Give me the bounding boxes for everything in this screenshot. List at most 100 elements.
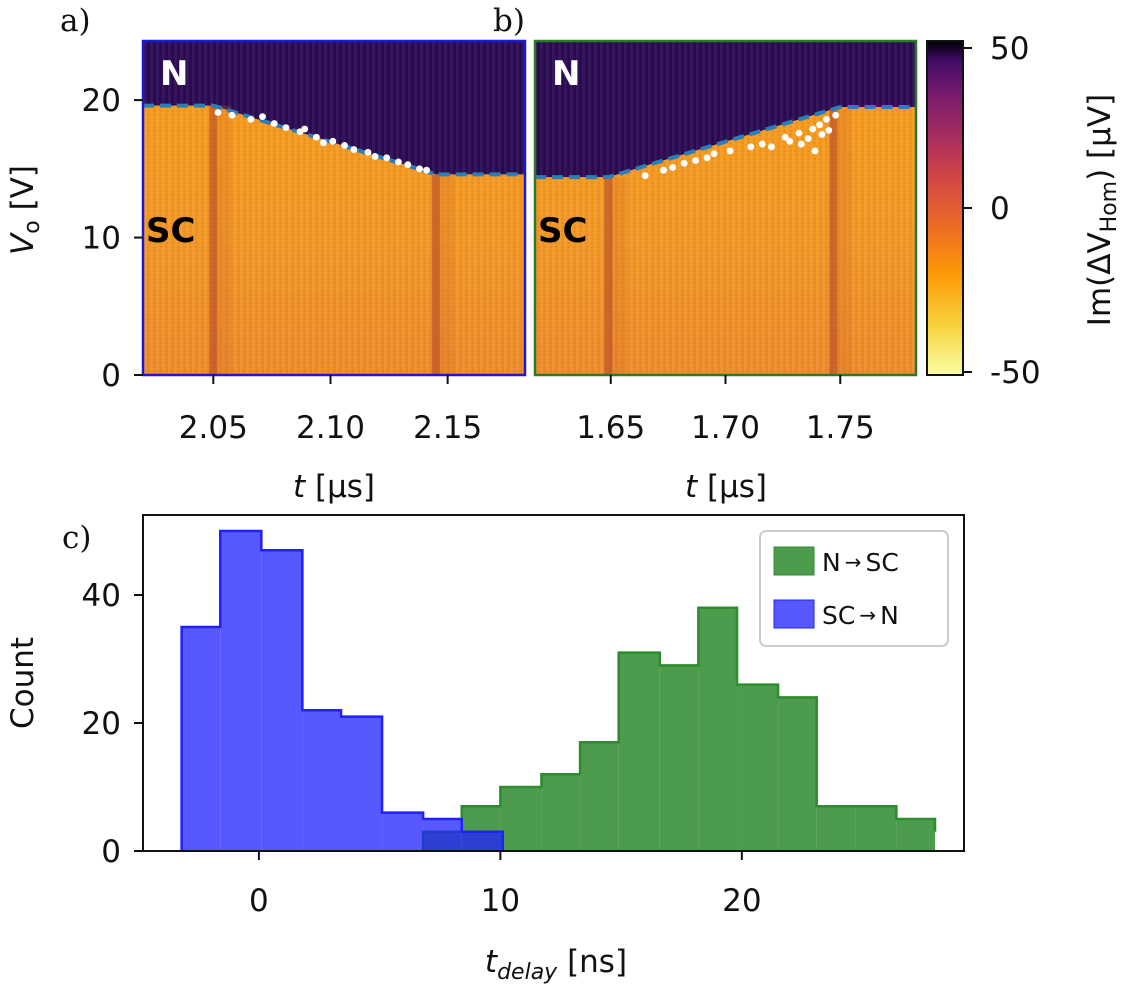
transition-point: [692, 157, 700, 164]
transition-point: [786, 137, 794, 145]
histogram-series: [180, 529, 937, 851]
transition-point: [641, 172, 649, 180]
dark-stripe: [829, 109, 838, 375]
panel-a-frame: [141, 39, 527, 377]
transition-point: [823, 115, 830, 123]
stripe-shadow: [837, 109, 852, 375]
dark-stripes-b: [604, 109, 852, 375]
transition-point: [282, 124, 290, 131]
transition-point: [416, 165, 423, 173]
transition-point: [703, 154, 711, 162]
colorbar-label: Im(ΔVHom) [μV]: [1082, 94, 1122, 326]
x-tick-label: 10: [481, 883, 520, 919]
y-axis-label-a: Vo [V]: [5, 165, 45, 255]
x-axis-ticks-c: 0 10 20: [249, 851, 762, 919]
dark-stripe: [604, 177, 613, 375]
histogram-bar: [302, 710, 342, 851]
x-tick-label: 2.05: [179, 410, 248, 446]
colorbar-ticks: 50 0 -50: [963, 31, 1041, 391]
x-axis-label-c: tdelay [ns]: [485, 944, 627, 985]
y-axis-ticks-a: 0 10 20: [82, 83, 143, 394]
transition-point: [371, 153, 379, 160]
transition-points-a: [214, 109, 430, 174]
legend-swatch-sc-to-n: [773, 599, 815, 629]
transition-point: [818, 131, 826, 138]
histogram-bar: [382, 812, 424, 851]
colorbar-gradient: [926, 40, 964, 376]
dark-stripes-a: [209, 105, 454, 375]
transition-point: [350, 146, 358, 153]
histogram-bar: [181, 627, 221, 851]
region-n-label-b: N: [552, 54, 580, 94]
x-axis-label-a: t [μs]: [293, 469, 375, 505]
histogram-bar: [698, 607, 738, 851]
transition-point: [747, 143, 755, 151]
histogram-bar: [778, 697, 817, 851]
series-sc-to-n: [180, 529, 505, 851]
heatmap-panel-a: N SC 2.05 2.10 2.15 0 10 20 t [μs] Vo [V]: [5, 39, 527, 505]
x-tick-label: 20: [722, 883, 761, 919]
transition-points-b: [641, 111, 840, 180]
histogram-bar: [580, 742, 619, 851]
x-tick-label: 2.15: [413, 410, 482, 446]
boundary-line-b: [535, 104, 916, 180]
region-sc-label-b: SC: [538, 211, 587, 251]
transition-point: [825, 126, 833, 134]
transition-point: [404, 161, 412, 169]
transition-point: [214, 109, 222, 116]
region-sc-label-a: SC: [146, 211, 195, 251]
histogram-bar: [816, 806, 856, 851]
colorbar-tick-label: -50: [990, 355, 1041, 391]
transition-point: [259, 113, 266, 120]
y-tick-label: 20: [82, 83, 121, 119]
transition-point: [341, 142, 348, 149]
dark-stripe: [431, 174, 440, 375]
transition-point: [383, 154, 391, 162]
y-tick-label: 10: [82, 221, 121, 257]
transition-point: [710, 150, 718, 158]
transition-point: [423, 166, 430, 174]
panel-label-a: a): [60, 3, 91, 39]
stripe-shadow: [612, 177, 627, 375]
transition-point: [669, 164, 677, 171]
panel-label-c: c): [62, 520, 91, 556]
transition-point: [270, 120, 278, 127]
transition-point: [768, 143, 775, 151]
histogram-outline: [421, 606, 937, 851]
stripe-shadow: [217, 105, 232, 375]
x-tick-label: 1.70: [691, 410, 760, 446]
transition-point: [660, 166, 667, 174]
x-axis-ticks-a: 2.05 2.10 2.15: [179, 375, 482, 446]
transition-point: [364, 148, 372, 156]
colorbar: 50 0 -50 Im(ΔVHom) [μV]: [926, 31, 1122, 391]
transition-point: [313, 133, 320, 141]
boundary-line-a: [143, 103, 525, 177]
x-tick-label: 2.10: [296, 410, 365, 446]
y-axis-ticks-c: 0 20 40: [82, 578, 143, 870]
colorbar-tick-label: 50: [990, 31, 1029, 67]
legend-swatch-n-to-sc: [773, 546, 815, 576]
transition-point: [395, 158, 402, 166]
noise-texture-a: [143, 41, 525, 375]
transition-point: [680, 159, 688, 167]
region-n-label-a: N: [160, 54, 188, 94]
transition-point: [758, 140, 766, 148]
transition-point: [247, 115, 255, 123]
transition-point: [781, 133, 789, 141]
transition-point: [795, 129, 803, 137]
y-tick-label: 0: [101, 358, 121, 394]
histogram-bar: [737, 684, 779, 851]
colorbar-tick-label: 0: [990, 191, 1010, 227]
transition-point: [329, 137, 337, 145]
dark-stripe: [209, 105, 218, 375]
histogram-outline: [180, 529, 505, 851]
transition-point: [726, 147, 734, 155]
transition-point: [804, 135, 812, 142]
histogram-bar: [541, 774, 581, 851]
transition-point: [811, 147, 819, 155]
x-axis-label-b: t [μs]: [685, 469, 767, 505]
transition-point: [301, 125, 309, 133]
transition-point: [809, 125, 817, 133]
transition-point: [832, 111, 840, 119]
